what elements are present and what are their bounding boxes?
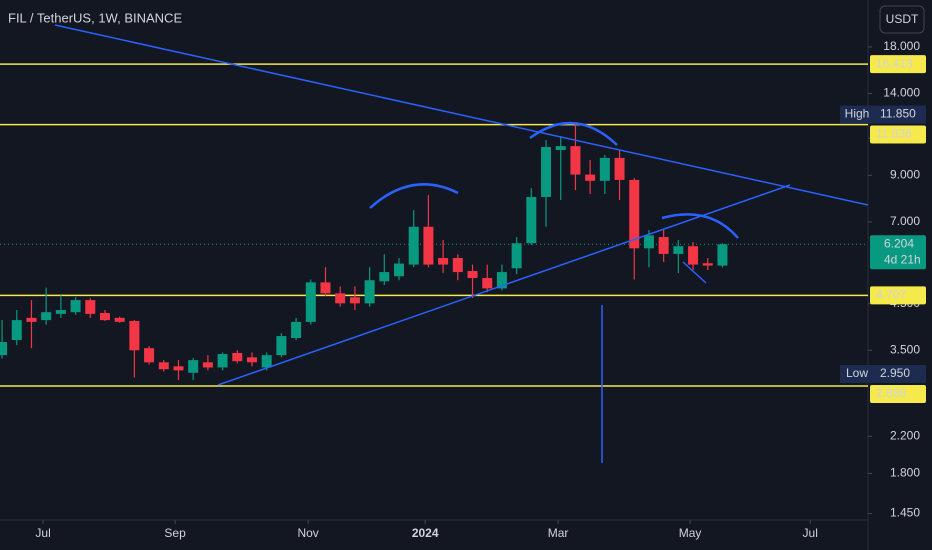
x-tick-label: May [679, 526, 702, 540]
arc [661, 213, 739, 239]
level-tag-label: 4.707 [876, 288, 906, 302]
candle-body [496, 272, 507, 289]
candle-body [629, 179, 640, 249]
candle-body [55, 310, 66, 314]
extreme-value: 2.950 [880, 366, 910, 380]
candle-body [423, 226, 434, 265]
candle-body [158, 362, 169, 370]
candle-body [0, 342, 8, 356]
candle-body [246, 357, 257, 363]
y-tick-label: 14.000 [883, 86, 920, 100]
candle-body [364, 280, 375, 304]
candle-body [438, 258, 449, 265]
y-tick-label: 9.000 [890, 168, 920, 182]
level-tag-label: 2.886 [876, 386, 906, 400]
x-tick-label: 2024 [412, 526, 439, 540]
y-tick-label: 7.000 [890, 214, 920, 228]
candle-body [585, 174, 596, 181]
candle-body [335, 293, 346, 304]
x-tick-label: Jul [35, 526, 50, 540]
y-tick-label: 3.500 [890, 342, 920, 356]
level-tag [870, 55, 926, 74]
candle-body [452, 258, 463, 273]
trend-line [217, 184, 791, 386]
candle-body [114, 317, 125, 322]
level-tag [870, 286, 926, 305]
candle-body [688, 246, 699, 265]
extreme-value: 11.850 [880, 107, 916, 121]
trend-line [54, 24, 869, 206]
arc [529, 121, 618, 146]
candle-body [658, 237, 669, 254]
candle-body [394, 263, 405, 277]
candle-body [261, 355, 272, 368]
candle-body [467, 271, 478, 279]
y-tick-label: 1.800 [890, 466, 920, 480]
extreme-name-tag [840, 364, 874, 383]
candle-body [320, 282, 331, 294]
candle-body [555, 146, 566, 151]
drawings [54, 24, 869, 463]
currency-label[interactable]: USDT [886, 12, 919, 26]
y-tick-label: 18.000 [883, 39, 920, 53]
chart-title: FIL / TetherUS, 1W, BINANCE [8, 10, 182, 25]
candle-body [41, 312, 52, 321]
plot-area [0, 63, 868, 387]
countdown-label: 4d 21h [884, 252, 921, 266]
candle-body [511, 243, 522, 269]
y-tick-label: 2.200 [890, 428, 920, 442]
candle-body [570, 146, 581, 175]
candle-body [85, 300, 96, 314]
level-tag-label: 16.413 [876, 56, 913, 70]
x-tick-label: Mar [548, 526, 569, 540]
x-tick-label: Nov [297, 526, 318, 540]
candle-body [144, 348, 155, 363]
candle-body [673, 246, 684, 254]
extreme-value-tag [874, 105, 926, 124]
x-tick-label: Sep [164, 526, 186, 540]
candle-body [614, 157, 625, 180]
extreme-value-tag [874, 364, 926, 383]
candle-body [276, 336, 287, 356]
extreme-name: High [845, 107, 870, 121]
candle-body [217, 354, 228, 368]
candle-body [482, 278, 493, 289]
candle-body [291, 321, 302, 339]
candle-body [599, 157, 610, 181]
candle-body [541, 147, 552, 197]
candle-body [379, 272, 390, 282]
candle-body [188, 360, 199, 373]
currency-button[interactable] [879, 5, 925, 34]
candle-body [129, 320, 140, 351]
candle-body [70, 300, 81, 313]
candle-body [717, 244, 728, 266]
candle-body [173, 366, 184, 371]
level-tag [870, 125, 926, 144]
candle-body [408, 226, 419, 265]
x-tick-label: Jul [803, 526, 818, 540]
candle-body [702, 263, 713, 266]
candle-body [305, 282, 316, 322]
y-tick-label: 1.450 [890, 506, 920, 520]
trend-line [682, 261, 707, 284]
candle-body [11, 320, 22, 341]
candle-body [99, 313, 110, 321]
candle-body [202, 362, 213, 368]
level-tag-label: 11.836 [876, 127, 912, 141]
last-price-tag [870, 235, 926, 270]
candle-body [26, 317, 37, 322]
extreme-name: Low [846, 366, 868, 380]
arc [369, 183, 459, 209]
candle-body [232, 352, 243, 362]
extreme-name-tag [840, 105, 874, 124]
candle-body [643, 235, 654, 249]
candle-body [349, 297, 360, 304]
last-price-label: 6.204 [884, 236, 914, 250]
level-tag [870, 384, 926, 403]
candle-body [526, 196, 537, 244]
